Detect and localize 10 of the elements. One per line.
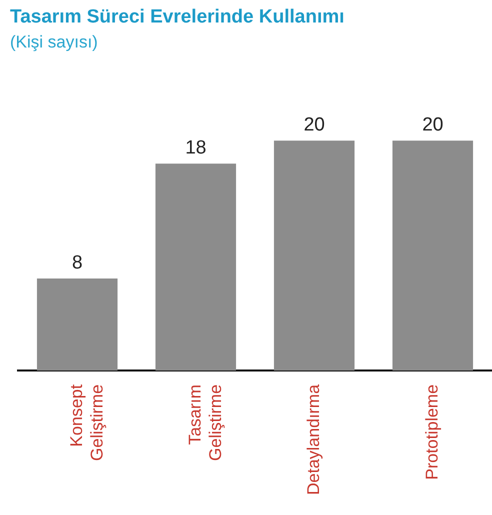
chart-subtitle: (Kişi sayısı): [10, 32, 98, 52]
chart-title: Tasarım Süreci Evrelerinde Kullanımı: [10, 6, 344, 28]
data-label: 20: [304, 114, 325, 136]
x-tick-label: Tasarım Geliştirme: [185, 384, 225, 461]
x-tick-label: Prototipleme: [422, 384, 442, 480]
data-label: 8: [72, 252, 83, 274]
x-tick-label: Konsept Geliştirme: [66, 384, 106, 461]
data-label: 18: [185, 137, 206, 158]
x-tick-label: Detaylandırma: [304, 384, 323, 496]
data-label: 20: [422, 114, 444, 136]
